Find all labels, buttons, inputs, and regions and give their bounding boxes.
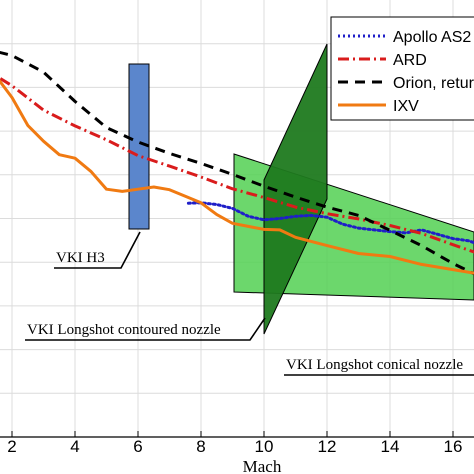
legend-label: IXV <box>393 98 419 115</box>
legend: Apollo AS2 ARD Orion, retur IXV <box>330 16 474 121</box>
series-lines <box>0 50 474 276</box>
series-line-apollo-as2 <box>186 201 474 245</box>
legend-label: Apollo AS2 <box>393 29 471 46</box>
annotation-leader <box>25 317 266 341</box>
annotation-leader <box>54 231 141 269</box>
series-line-ixv <box>0 79 474 275</box>
annotation-labels: VKI H3 VKI Longshot contoured nozzle VKI L… <box>25 231 474 376</box>
x-tick-label: 16 <box>444 437 463 456</box>
legend-label: ARD <box>393 52 427 69</box>
x-tick-label: 12 <box>318 437 337 456</box>
x-ticks: 2 4 6 8 10 12 14 16 <box>7 431 462 456</box>
x-tick-label: 6 <box>133 437 142 456</box>
legend-box <box>330 16 474 121</box>
series-line-ard <box>0 76 474 254</box>
x-tick-label: 4 <box>70 437 79 456</box>
x-tick-label: 14 <box>381 437 400 456</box>
vki-h3-region <box>128 63 150 230</box>
x-tick-label: 8 <box>196 437 205 456</box>
x-tick-label: 10 <box>255 437 274 456</box>
annotation-label: VKI Longshot conical nozzle <box>286 357 463 373</box>
x-tick-label: 2 <box>7 437 16 456</box>
annotation-label: VKI Longshot contoured nozzle <box>27 322 221 338</box>
annotation-label: VKI H3 <box>56 250 105 266</box>
contoured-nozzle-region <box>263 43 328 335</box>
x-axis-label: Mach <box>243 457 282 474</box>
legend-label: Orion, retur <box>393 75 474 92</box>
